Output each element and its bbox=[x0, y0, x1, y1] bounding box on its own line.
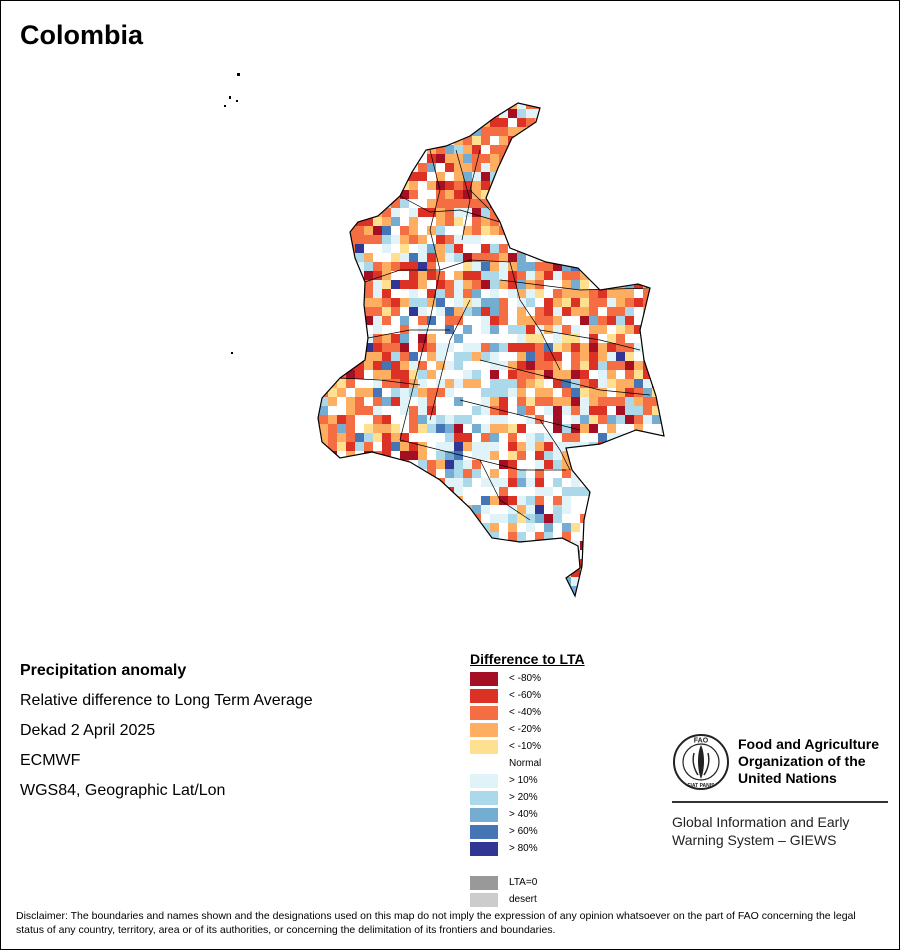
legend-item: < -60% bbox=[470, 688, 585, 705]
legend-swatch bbox=[470, 689, 498, 703]
giews-line2: Warning System – GIEWS bbox=[672, 832, 837, 848]
offshore-islands bbox=[224, 73, 240, 354]
legend-swatch bbox=[470, 876, 498, 890]
fao-name-line1: Food and Agriculture bbox=[738, 736, 880, 752]
giews-line1: Global Information and Early bbox=[672, 814, 850, 830]
legend-item: < -10% bbox=[470, 739, 585, 756]
legend-label: < -40% bbox=[509, 707, 541, 718]
legend-label: < -60% bbox=[509, 690, 541, 701]
fao-logo-text: FAO bbox=[694, 738, 709, 745]
legend-label: > 10% bbox=[509, 775, 538, 786]
legend-label: > 60% bbox=[509, 826, 538, 837]
legend-label: desert bbox=[509, 894, 537, 905]
legend-item: > 10% bbox=[470, 773, 585, 790]
period: Dekad 2 April 2025 bbox=[20, 722, 156, 739]
giews-text: Global Information and Early Warning Sys… bbox=[672, 813, 849, 849]
disclaimer: Disclaimer: The boundaries and names sho… bbox=[16, 910, 856, 936]
legend-item: > 80% bbox=[470, 841, 585, 858]
legend-swatch bbox=[470, 706, 498, 720]
projection: WGS84, Geographic Lat/Lon bbox=[20, 782, 226, 799]
legend-label: < -80% bbox=[509, 673, 541, 684]
variable-description: Relative difference to Long Term Average bbox=[20, 692, 313, 709]
legend-item: < -40% bbox=[470, 705, 585, 722]
fao-name: Food and Agriculture Organization of the… bbox=[738, 736, 879, 787]
legend-swatch bbox=[470, 723, 498, 737]
legend-title: Difference to LTA bbox=[470, 651, 585, 667]
legend-item: > 40% bbox=[470, 807, 585, 824]
variable-title: Precipitation anomaly bbox=[20, 662, 187, 679]
legend-swatch bbox=[470, 791, 498, 805]
legend-swatch bbox=[470, 808, 498, 822]
legend-item: Normal bbox=[470, 756, 585, 773]
legend-swatch bbox=[470, 740, 498, 754]
legend-swatch bbox=[470, 893, 498, 907]
legend-item: LTA=0 bbox=[470, 875, 585, 892]
precipitation-anomaly-map bbox=[224, 73, 665, 597]
legend-swatch bbox=[470, 672, 498, 686]
legend-label: Normal bbox=[509, 758, 542, 769]
legend-item bbox=[470, 858, 585, 875]
legend-swatch bbox=[470, 774, 498, 788]
department-boundaries bbox=[339, 149, 651, 521]
map-legend: Difference to LTA < -80% < -60% < -40% < -2… bbox=[470, 651, 585, 909]
fao-logo-motto: FIAT PANIS bbox=[687, 783, 715, 789]
divider bbox=[672, 801, 888, 803]
legend-item: > 20% bbox=[470, 790, 585, 807]
legend-label: < -10% bbox=[509, 741, 541, 752]
legend-item: desert bbox=[470, 892, 585, 909]
legend-item: < -80% bbox=[470, 671, 585, 688]
data-source: ECMWF bbox=[20, 752, 81, 769]
legend-swatch bbox=[470, 825, 498, 839]
fao-name-line2: Organization of the bbox=[738, 753, 866, 769]
legend-item: < -20% bbox=[470, 722, 585, 739]
legend-label: LTA=0 bbox=[509, 877, 538, 888]
legend-swatch bbox=[470, 842, 498, 856]
fao-logo-icon: FAO FIAT PANIS bbox=[673, 734, 729, 790]
legend-label: > 40% bbox=[509, 809, 538, 820]
fao-name-line3: United Nations bbox=[738, 770, 837, 786]
legend-swatch bbox=[470, 757, 498, 771]
legend-label: > 20% bbox=[509, 792, 538, 803]
legend-label: > 80% bbox=[509, 843, 538, 854]
legend-label: < -20% bbox=[509, 724, 541, 735]
map-info-panel: Precipitation anomaly Relative differenc… bbox=[20, 656, 313, 806]
map-title: Colombia bbox=[20, 20, 144, 50]
legend-item: > 60% bbox=[470, 824, 585, 841]
